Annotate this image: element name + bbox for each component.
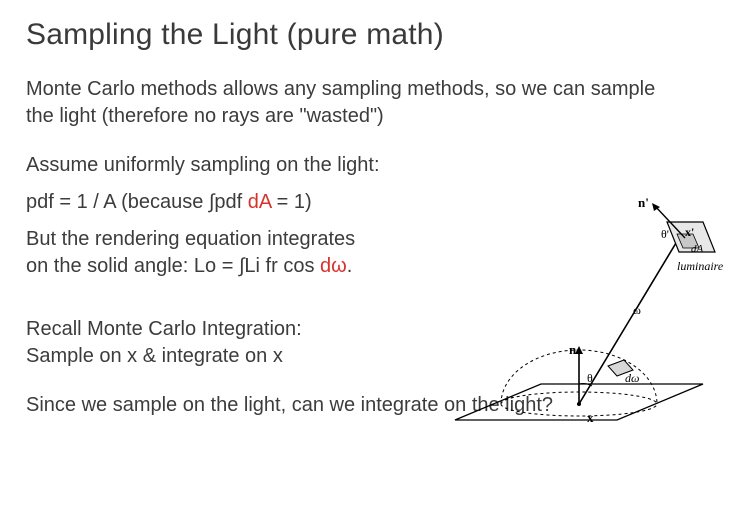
- but-line2-prefix: on the solid angle: Lo = ∫Li fr cos: [26, 255, 320, 277]
- but-line1: But the rendering equation integrates: [26, 228, 355, 250]
- label-theta: θ: [587, 371, 593, 385]
- label-dA: dA: [691, 243, 704, 255]
- but-line2-suffix: .: [347, 255, 353, 277]
- label-theta-prime: θ': [661, 227, 669, 241]
- pdf-prefix: pdf = 1 / A (because ∫pdf: [26, 191, 248, 213]
- pdf-red-dA: dA: [248, 191, 271, 213]
- light-sampling-diagram: ω θ n dω x n' θ' x' dA luminaire: [445, 198, 723, 433]
- label-x: x: [587, 410, 594, 425]
- recall-line1: Recall Monte Carlo Integration:: [26, 318, 302, 340]
- pdf-suffix: = 1): [271, 191, 312, 213]
- label-domega: dω: [625, 371, 639, 385]
- label-omega: ω: [633, 303, 641, 317]
- label-n-prime: n': [638, 198, 649, 210]
- assume-line: Assume uniformly sampling on the light:: [26, 152, 723, 179]
- but-paragraph: But the rendering equation integrates on…: [26, 226, 446, 280]
- label-luminaire: luminaire: [677, 259, 723, 273]
- intro-paragraph: Monte Carlo methods allows any sampling …: [26, 76, 666, 130]
- point-x: [577, 402, 581, 406]
- label-x-prime: x': [685, 225, 694, 239]
- label-n: n: [569, 342, 577, 357]
- but-red-domega: dω: [320, 255, 347, 277]
- page-title: Sampling the Light (pure math): [26, 18, 723, 52]
- recall-line2: Sample on x & integrate on x: [26, 345, 283, 367]
